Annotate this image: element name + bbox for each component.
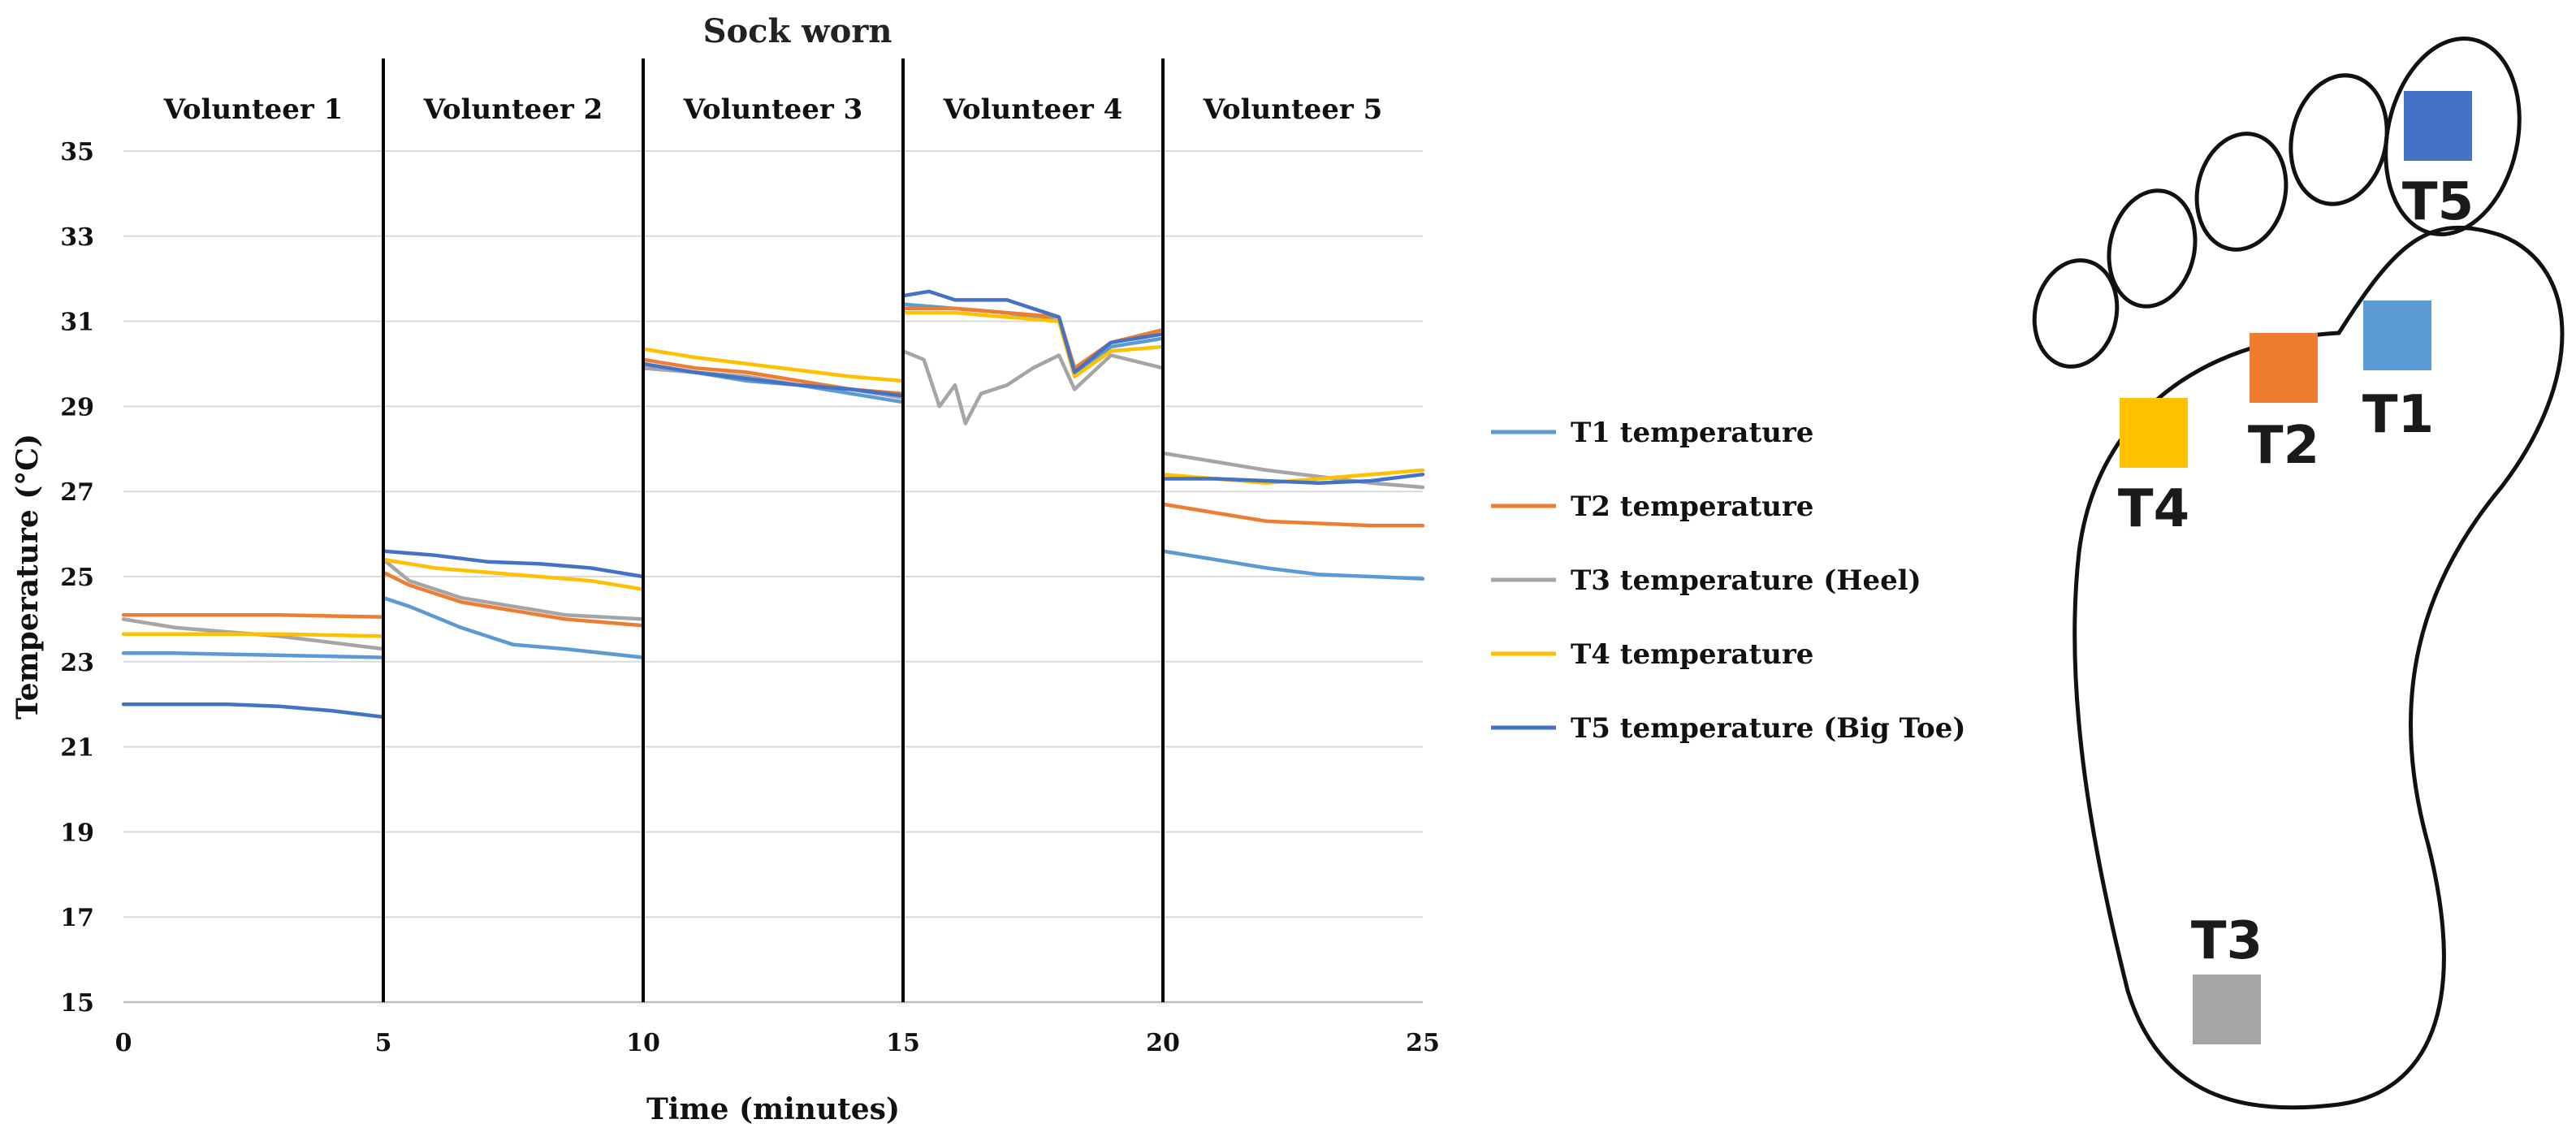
series-line: [381, 549, 646, 579]
sensor-marker: [2250, 333, 2318, 403]
legend-label: T2 temperature: [1571, 491, 1813, 523]
chart-plot: Volunteer 1 Volunteer 2 Volunteer 3 Volunte…: [11, 12, 1440, 1126]
legend-label: T3 temperature (Heel): [1571, 564, 1921, 597]
toe-outline: [2384, 37, 2522, 236]
legend-item: T4 temperature: [1491, 638, 1813, 671]
y-tick-label: 21: [60, 734, 94, 763]
legend-item: T1 temperature: [1491, 417, 1813, 449]
foot-diagram: T1 T2 T3 T4 T5: [2032, 37, 2565, 1110]
chart-title: Sock worn: [703, 12, 893, 50]
volunteer-label: Volunteer 2: [423, 93, 603, 126]
legend-label: T1 temperature: [1571, 417, 1813, 449]
series-4: [121, 310, 1425, 638]
series-line: [121, 632, 386, 638]
sensor-label: T1: [2362, 385, 2434, 445]
legend-item: T2 temperature: [1491, 491, 1813, 523]
toe-outline: [2032, 258, 2120, 369]
sensor-marker: [2193, 975, 2261, 1044]
series-line: [1160, 451, 1425, 490]
y-tick-label: 33: [60, 223, 94, 252]
y-tick-label: 35: [60, 138, 94, 166]
series-line: [641, 361, 905, 398]
y-tick-label: 19: [60, 819, 94, 847]
volunteer-label: Volunteer 1: [163, 93, 344, 126]
series-line: [1160, 472, 1425, 485]
y-tick-label: 23: [60, 649, 94, 677]
y-tick-label: 25: [60, 564, 94, 592]
y-tick-label: 27: [60, 478, 94, 507]
series-5: [121, 289, 1425, 720]
sensor-label: T4: [2118, 479, 2189, 539]
toe-outline: [2289, 73, 2389, 206]
sensor-label: T2: [2248, 416, 2319, 476]
volunteer-label: Volunteer 5: [1203, 93, 1383, 126]
y-tick-label: 31: [60, 309, 94, 337]
y-tick-label: 15: [60, 989, 94, 1018]
series-2: [121, 306, 1425, 628]
x-tick-label: 0: [115, 1029, 132, 1057]
series-line: [381, 557, 646, 591]
x-tick-label: 20: [1146, 1029, 1180, 1057]
series-line: [641, 365, 905, 404]
series-line: [1160, 502, 1425, 528]
volunteer-label: Volunteer 4: [943, 93, 1123, 126]
y-axis-title: Temperature (°C): [11, 434, 45, 720]
legend-item: T3 temperature (Heel): [1491, 564, 1921, 597]
series-line: [381, 557, 646, 621]
series-line: [121, 651, 386, 659]
legend-label: T5 temperature (Big Toe): [1571, 712, 1965, 745]
toe-outline: [2107, 188, 2198, 309]
x-tick-label: 10: [626, 1029, 660, 1057]
y-tick-label: 17: [60, 904, 94, 932]
x-tick-label: 25: [1406, 1029, 1440, 1057]
legend-item: T5 temperature (Big Toe): [1491, 712, 1965, 745]
x-tick-label: 5: [375, 1029, 392, 1057]
series-line: [381, 570, 646, 628]
legend: T1 temperature T2 temperature T3 temperatu…: [1491, 417, 1965, 745]
series-line: [901, 289, 1165, 374]
series-line: [121, 702, 386, 720]
series-3: [121, 349, 1425, 651]
y-tick-label: 29: [60, 393, 94, 421]
x-tick-label: 15: [886, 1029, 920, 1057]
sensor-marker: [2404, 91, 2472, 161]
sensor-marker: [2120, 398, 2188, 468]
series-line: [1160, 549, 1425, 581]
sensor-label: T3: [2191, 911, 2263, 971]
sensor-marker: [2363, 300, 2431, 370]
toe-outline: [2194, 132, 2289, 252]
volunteer-label: Volunteer 3: [683, 93, 863, 126]
series-line: [641, 347, 905, 383]
x-axis-title: Time (minutes): [646, 1092, 900, 1126]
series-line: [381, 595, 646, 659]
foot-outline: [2072, 225, 2565, 1110]
sensor-label: T5: [2402, 172, 2474, 232]
series-line: [121, 612, 386, 620]
legend-label: T4 temperature: [1571, 638, 1813, 671]
series-line: [901, 349, 1165, 426]
